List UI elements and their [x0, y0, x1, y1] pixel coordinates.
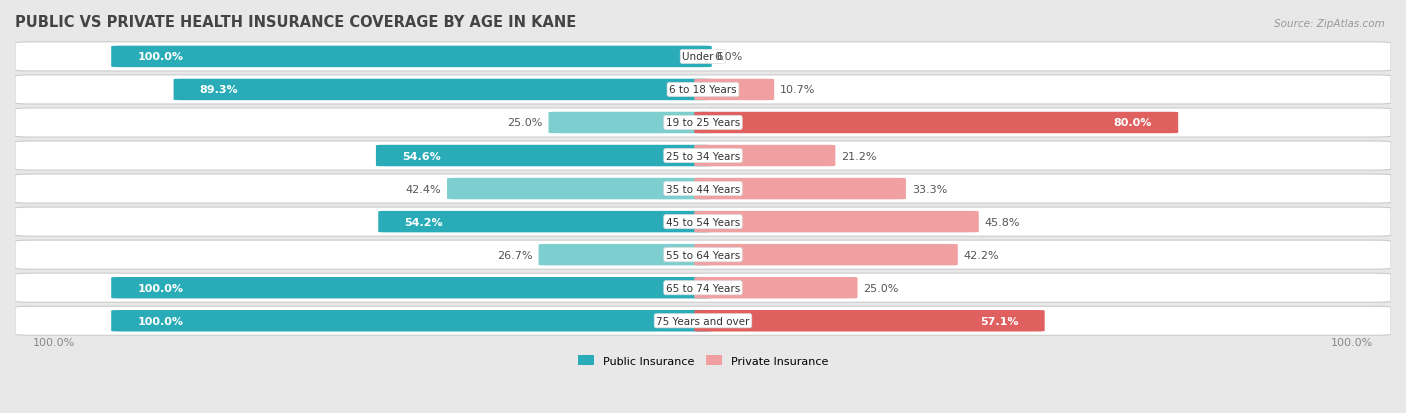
FancyBboxPatch shape [15, 76, 1391, 105]
Text: 6 to 18 Years: 6 to 18 Years [669, 85, 737, 95]
Text: 100.0%: 100.0% [138, 316, 183, 326]
FancyBboxPatch shape [695, 277, 858, 299]
FancyBboxPatch shape [695, 112, 1178, 134]
Text: 54.6%: 54.6% [402, 151, 441, 161]
Text: 0.0%: 0.0% [714, 52, 742, 62]
FancyBboxPatch shape [695, 80, 775, 101]
FancyBboxPatch shape [15, 208, 1391, 237]
Text: Under 6: Under 6 [682, 52, 724, 62]
Text: 80.0%: 80.0% [1114, 118, 1152, 128]
FancyBboxPatch shape [695, 244, 957, 266]
FancyBboxPatch shape [15, 240, 1391, 270]
Text: 75 Years and over: 75 Years and over [657, 316, 749, 326]
Text: 57.1%: 57.1% [980, 316, 1018, 326]
Text: 45.8%: 45.8% [984, 217, 1021, 227]
FancyBboxPatch shape [15, 109, 1391, 138]
Text: 100.0%: 100.0% [138, 52, 183, 62]
FancyBboxPatch shape [548, 112, 711, 134]
Text: 26.7%: 26.7% [498, 250, 533, 260]
FancyBboxPatch shape [15, 43, 1391, 72]
Text: 42.2%: 42.2% [963, 250, 1000, 260]
Text: 19 to 25 Years: 19 to 25 Years [666, 118, 740, 128]
Text: 33.3%: 33.3% [911, 184, 948, 194]
Legend: Public Insurance, Private Insurance: Public Insurance, Private Insurance [574, 351, 832, 370]
FancyBboxPatch shape [111, 277, 711, 299]
Text: 21.2%: 21.2% [841, 151, 877, 161]
Text: Source: ZipAtlas.com: Source: ZipAtlas.com [1274, 19, 1385, 28]
FancyBboxPatch shape [447, 178, 711, 200]
Text: 25.0%: 25.0% [508, 118, 543, 128]
FancyBboxPatch shape [15, 175, 1391, 204]
FancyBboxPatch shape [15, 306, 1391, 335]
FancyBboxPatch shape [695, 211, 979, 233]
Text: 35 to 44 Years: 35 to 44 Years [666, 184, 740, 194]
Text: 89.3%: 89.3% [200, 85, 239, 95]
FancyBboxPatch shape [695, 145, 835, 167]
Text: 65 to 74 Years: 65 to 74 Years [666, 283, 740, 293]
Text: 42.4%: 42.4% [405, 184, 441, 194]
FancyBboxPatch shape [15, 142, 1391, 171]
Text: 45 to 54 Years: 45 to 54 Years [666, 217, 740, 227]
FancyBboxPatch shape [695, 310, 1045, 332]
Text: 100.0%: 100.0% [1331, 337, 1374, 347]
Text: 54.2%: 54.2% [405, 217, 443, 227]
Text: 25 to 34 Years: 25 to 34 Years [666, 151, 740, 161]
Text: 100.0%: 100.0% [32, 337, 75, 347]
Text: 55 to 64 Years: 55 to 64 Years [666, 250, 740, 260]
FancyBboxPatch shape [695, 178, 905, 200]
FancyBboxPatch shape [173, 80, 711, 101]
Text: 10.7%: 10.7% [780, 85, 815, 95]
Text: 25.0%: 25.0% [863, 283, 898, 293]
FancyBboxPatch shape [111, 47, 711, 68]
FancyBboxPatch shape [378, 211, 711, 233]
Text: PUBLIC VS PRIVATE HEALTH INSURANCE COVERAGE BY AGE IN KANE: PUBLIC VS PRIVATE HEALTH INSURANCE COVER… [15, 15, 576, 30]
FancyBboxPatch shape [375, 145, 711, 167]
FancyBboxPatch shape [111, 310, 711, 332]
FancyBboxPatch shape [538, 244, 711, 266]
FancyBboxPatch shape [15, 273, 1391, 302]
Text: 100.0%: 100.0% [138, 283, 183, 293]
